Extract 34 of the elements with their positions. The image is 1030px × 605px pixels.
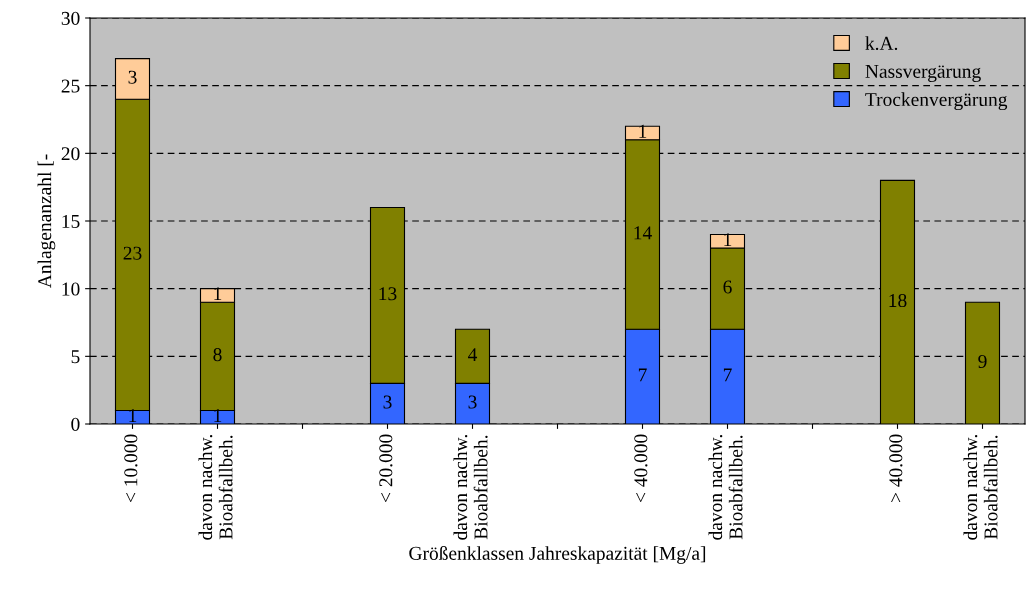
x-tick-label: < 20.000 [379, 434, 393, 503]
data-label: 7 [723, 368, 732, 382]
data-label: 18 [889, 293, 907, 308]
data-label: 4 [468, 348, 478, 362]
x-tick-label: > 40.000 [889, 434, 903, 503]
x-tick-label: < 40.000 [634, 434, 648, 503]
x-axis-title: Größenklassen Jahreskapazität [Mg/a] [409, 546, 706, 564]
x-tick-label: davon nachw. Bioabfallbeh. [963, 435, 998, 540]
y-tick-label: 10 [62, 282, 80, 296]
data-label: 23 [123, 246, 142, 260]
data-label: 13 [379, 287, 397, 301]
data-label: 3 [383, 395, 392, 409]
legend-label: Trockenvergärung [865, 92, 1008, 111]
y-tick-label: 25 [61, 79, 80, 93]
y-tick-label: 15 [62, 214, 80, 228]
x-tick-label: davon nachw. Bioabfallbeh. [453, 435, 488, 540]
data-label: 9 [978, 354, 987, 368]
data-label: 14 [634, 226, 652, 240]
y-tick-label: 5 [71, 350, 80, 364]
data-label: 8 [213, 348, 222, 362]
x-tick-label: < 10.000 [124, 434, 138, 503]
y-tick-label: 20 [61, 147, 80, 161]
y-tick-label: 0 [71, 417, 80, 431]
data-label: 3 [128, 70, 137, 84]
y-axis-title: Anlagenanzahl [- [37, 154, 56, 289]
x-tick-label: davon nachw. Bioabfallbeh. [708, 435, 743, 540]
data-label: 3 [468, 395, 477, 409]
data-label: 7 [638, 368, 647, 382]
data-label: 1 [639, 124, 647, 138]
y-tick-label: 30 [61, 11, 80, 25]
data-label: 6 [723, 280, 732, 294]
legend-label: k.A. [865, 36, 898, 50]
legend-label: Nassvergärung [865, 65, 981, 82]
x-tick-label: davon nachw. Bioabfallbeh. [198, 435, 233, 540]
